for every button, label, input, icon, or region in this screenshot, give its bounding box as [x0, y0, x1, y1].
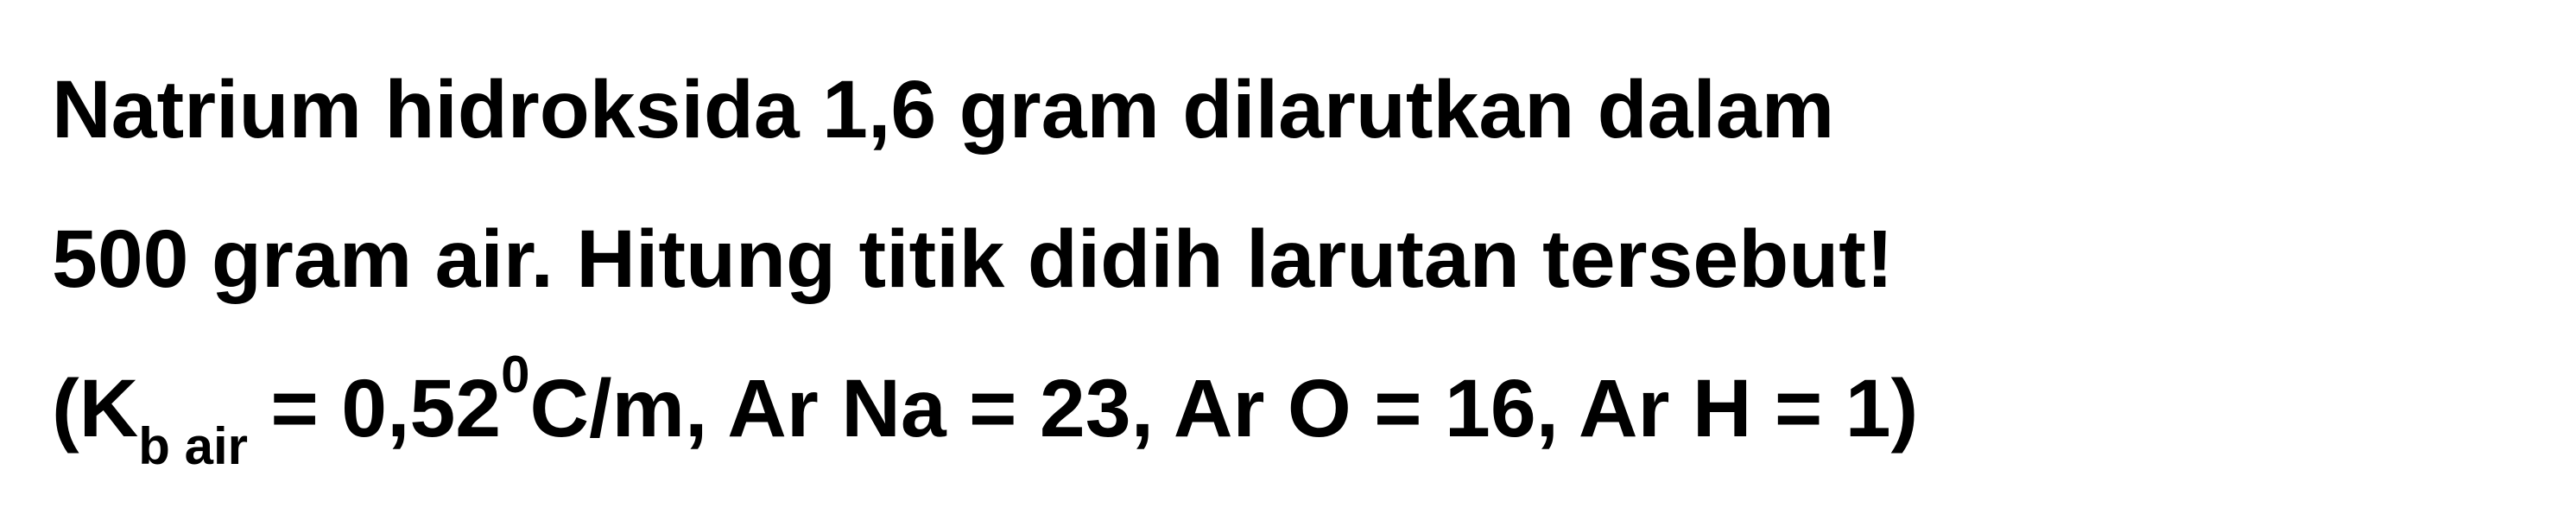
formula-mid-2: C/m, Ar Na = 23, Ar O = 16, Ar H = 1): [530, 363, 1919, 454]
formula-mid-1: = 0,52: [248, 363, 501, 454]
formula-subscript-bair: b air: [138, 417, 248, 475]
problem-line-1: Natrium hidroksida 1,6 gram dilarutkan d…: [52, 60, 2524, 159]
formula-superscript-degree: 0: [501, 346, 529, 403]
problem-line-3: (Kb air = 0,520C/m, Ar Na = 23, Ar O = 1…: [52, 359, 2524, 467]
formula-open: (K: [52, 363, 138, 454]
problem-line-2: 500 gram air. Hitung titik didih larutan…: [52, 210, 2524, 308]
